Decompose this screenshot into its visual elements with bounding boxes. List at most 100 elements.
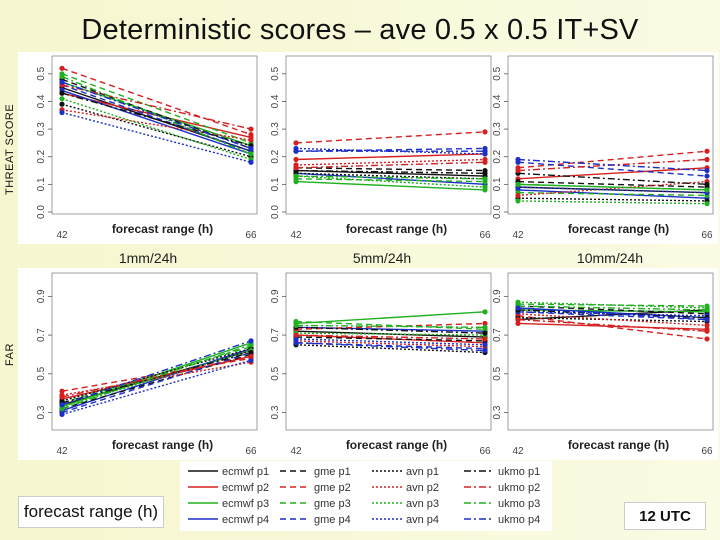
legend-label: avn p3 xyxy=(406,498,439,510)
series-line xyxy=(517,180,708,197)
series-line xyxy=(517,313,708,327)
legend-label: ecmwf p3 xyxy=(222,498,269,510)
series-line xyxy=(295,175,486,188)
data-point xyxy=(704,187,710,193)
series-avn-p3 xyxy=(59,96,254,163)
series-line xyxy=(61,84,252,130)
x-axis-label: forecast range (h) xyxy=(112,222,213,236)
series-line xyxy=(295,338,486,346)
series-line xyxy=(295,326,486,334)
data-point xyxy=(59,388,65,394)
data-point xyxy=(515,299,521,305)
chart-ts-5mm: 0.0 0.1 0.2 0.3 0.4 0.5 42 66 forecast range (h) xyxy=(270,55,492,241)
series-line xyxy=(517,301,708,309)
data-point xyxy=(482,129,488,135)
chart-ts-1mm: 0.0 0.1 0.2 0.3 0.4 0.5 42 66 forecast range (h) xyxy=(36,55,258,241)
x-tick-label: 42 xyxy=(290,230,302,241)
data-point xyxy=(704,201,710,207)
legend-item-gme-p3: gme p3 xyxy=(280,498,351,510)
data-point xyxy=(704,322,710,328)
data-point xyxy=(482,347,488,354)
x-axis-label: forecast range (h) xyxy=(568,438,669,452)
data-point xyxy=(293,156,299,163)
data-point xyxy=(248,349,254,356)
data-point xyxy=(293,148,299,154)
series-ukmo-p4 xyxy=(293,340,488,354)
data-point xyxy=(59,394,65,400)
plot-frame xyxy=(507,55,714,215)
series-line xyxy=(61,81,252,150)
series-line xyxy=(295,311,486,325)
legend-item-ecmwf-p1: ecmwf p1 xyxy=(188,466,269,478)
series-line xyxy=(517,307,708,321)
series-line xyxy=(517,322,708,330)
y-tick-label: 0.2 xyxy=(36,149,47,163)
x-tick-label: 42 xyxy=(290,446,302,457)
plot-frame xyxy=(285,55,492,215)
series-ukmo-p3 xyxy=(515,181,710,193)
series-line xyxy=(517,167,708,180)
legend-label: avn p2 xyxy=(406,482,439,494)
legend-item-avn-p2: avn p2 xyxy=(372,482,439,494)
series-line xyxy=(517,305,708,311)
series-line xyxy=(517,200,708,205)
chart-far-5mm: 0.3 0.5 0.7 0.9 42 66 forecast range (h) xyxy=(270,272,492,457)
series-gme-p3 xyxy=(59,71,254,146)
series-gme-p2 xyxy=(515,313,710,342)
series-line xyxy=(517,318,708,332)
threshold-label-10mm: 10mm/24h xyxy=(576,250,644,266)
plot-frame xyxy=(507,272,714,431)
data-point xyxy=(704,156,710,163)
series-line xyxy=(61,340,252,406)
data-point xyxy=(293,336,299,342)
series-ukmo-p2 xyxy=(293,332,488,342)
data-point xyxy=(59,79,65,85)
data-point xyxy=(482,330,488,336)
series-line xyxy=(517,311,708,321)
data-point xyxy=(293,318,299,325)
data-point xyxy=(515,316,521,323)
data-point xyxy=(704,148,710,154)
data-point xyxy=(515,305,521,311)
data-point xyxy=(59,406,65,412)
y-tick-label: 0.1 xyxy=(36,177,47,191)
plot-frame xyxy=(51,272,258,431)
y-tick-label: 0.4 xyxy=(492,94,503,108)
data-point xyxy=(59,96,65,102)
series-line xyxy=(295,334,486,340)
legend-item-ecmwf-p2: ecmwf p2 xyxy=(188,482,269,494)
y-tick-label: 0.5 xyxy=(36,66,47,80)
data-point xyxy=(482,342,488,348)
series-line xyxy=(61,351,252,414)
legend-label: ukmo p4 xyxy=(498,514,540,526)
series-line xyxy=(61,84,252,152)
x-tick-label: 42 xyxy=(512,446,524,457)
y-tick-label: 0.3 xyxy=(270,122,281,136)
series-line xyxy=(61,361,252,396)
time-box: 12 UTC xyxy=(624,502,706,530)
data-point xyxy=(482,320,488,327)
series-line xyxy=(61,103,252,158)
data-point xyxy=(293,332,299,338)
data-point xyxy=(704,307,710,313)
data-point xyxy=(515,192,521,199)
data-point xyxy=(482,159,488,165)
data-point xyxy=(482,148,488,154)
x-tick-label: 42 xyxy=(512,230,524,241)
y-tick-label: 0.3 xyxy=(270,405,281,419)
series-ukmo-p4 xyxy=(293,148,488,154)
series-line xyxy=(295,180,486,191)
data-point xyxy=(59,73,65,80)
series-line xyxy=(61,67,252,136)
series-ukmo-p3 xyxy=(293,322,488,330)
data-point xyxy=(482,336,488,342)
legend-label: gme p2 xyxy=(314,482,351,494)
legend-item-ecmwf-p3: ecmwf p3 xyxy=(188,498,269,510)
legend-label: gme p3 xyxy=(314,498,351,510)
series-line xyxy=(295,169,486,175)
data-point xyxy=(293,340,299,346)
y-tick-label: 0.3 xyxy=(492,405,503,419)
x-tick-label: 66 xyxy=(701,446,713,457)
data-point xyxy=(248,126,254,132)
x-tick-label: 42 xyxy=(56,446,68,457)
